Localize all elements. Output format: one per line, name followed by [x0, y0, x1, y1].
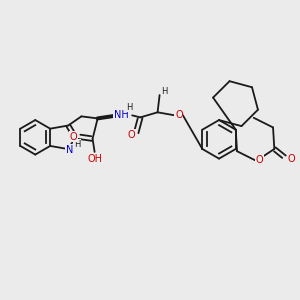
Text: O: O: [175, 110, 183, 120]
Text: NH: NH: [114, 110, 128, 120]
Text: OH: OH: [87, 154, 102, 164]
Text: H: H: [126, 103, 132, 112]
Text: H: H: [161, 88, 168, 97]
Text: O: O: [175, 110, 183, 120]
Text: O: O: [256, 155, 263, 165]
Text: O: O: [288, 154, 296, 164]
Text: H: H: [74, 140, 80, 148]
Text: O: O: [128, 130, 135, 140]
Text: H: H: [126, 103, 132, 112]
Text: O: O: [128, 130, 135, 140]
Text: O: O: [175, 110, 183, 120]
Text: N: N: [65, 145, 73, 155]
Text: H: H: [74, 140, 80, 148]
Text: N: N: [65, 145, 73, 155]
Text: O: O: [256, 155, 263, 165]
Text: O: O: [70, 132, 77, 142]
Text: O: O: [70, 132, 77, 142]
Text: NH: NH: [114, 110, 128, 120]
Text: OH: OH: [87, 154, 102, 164]
Text: H: H: [161, 88, 168, 97]
Text: O: O: [288, 154, 296, 164]
